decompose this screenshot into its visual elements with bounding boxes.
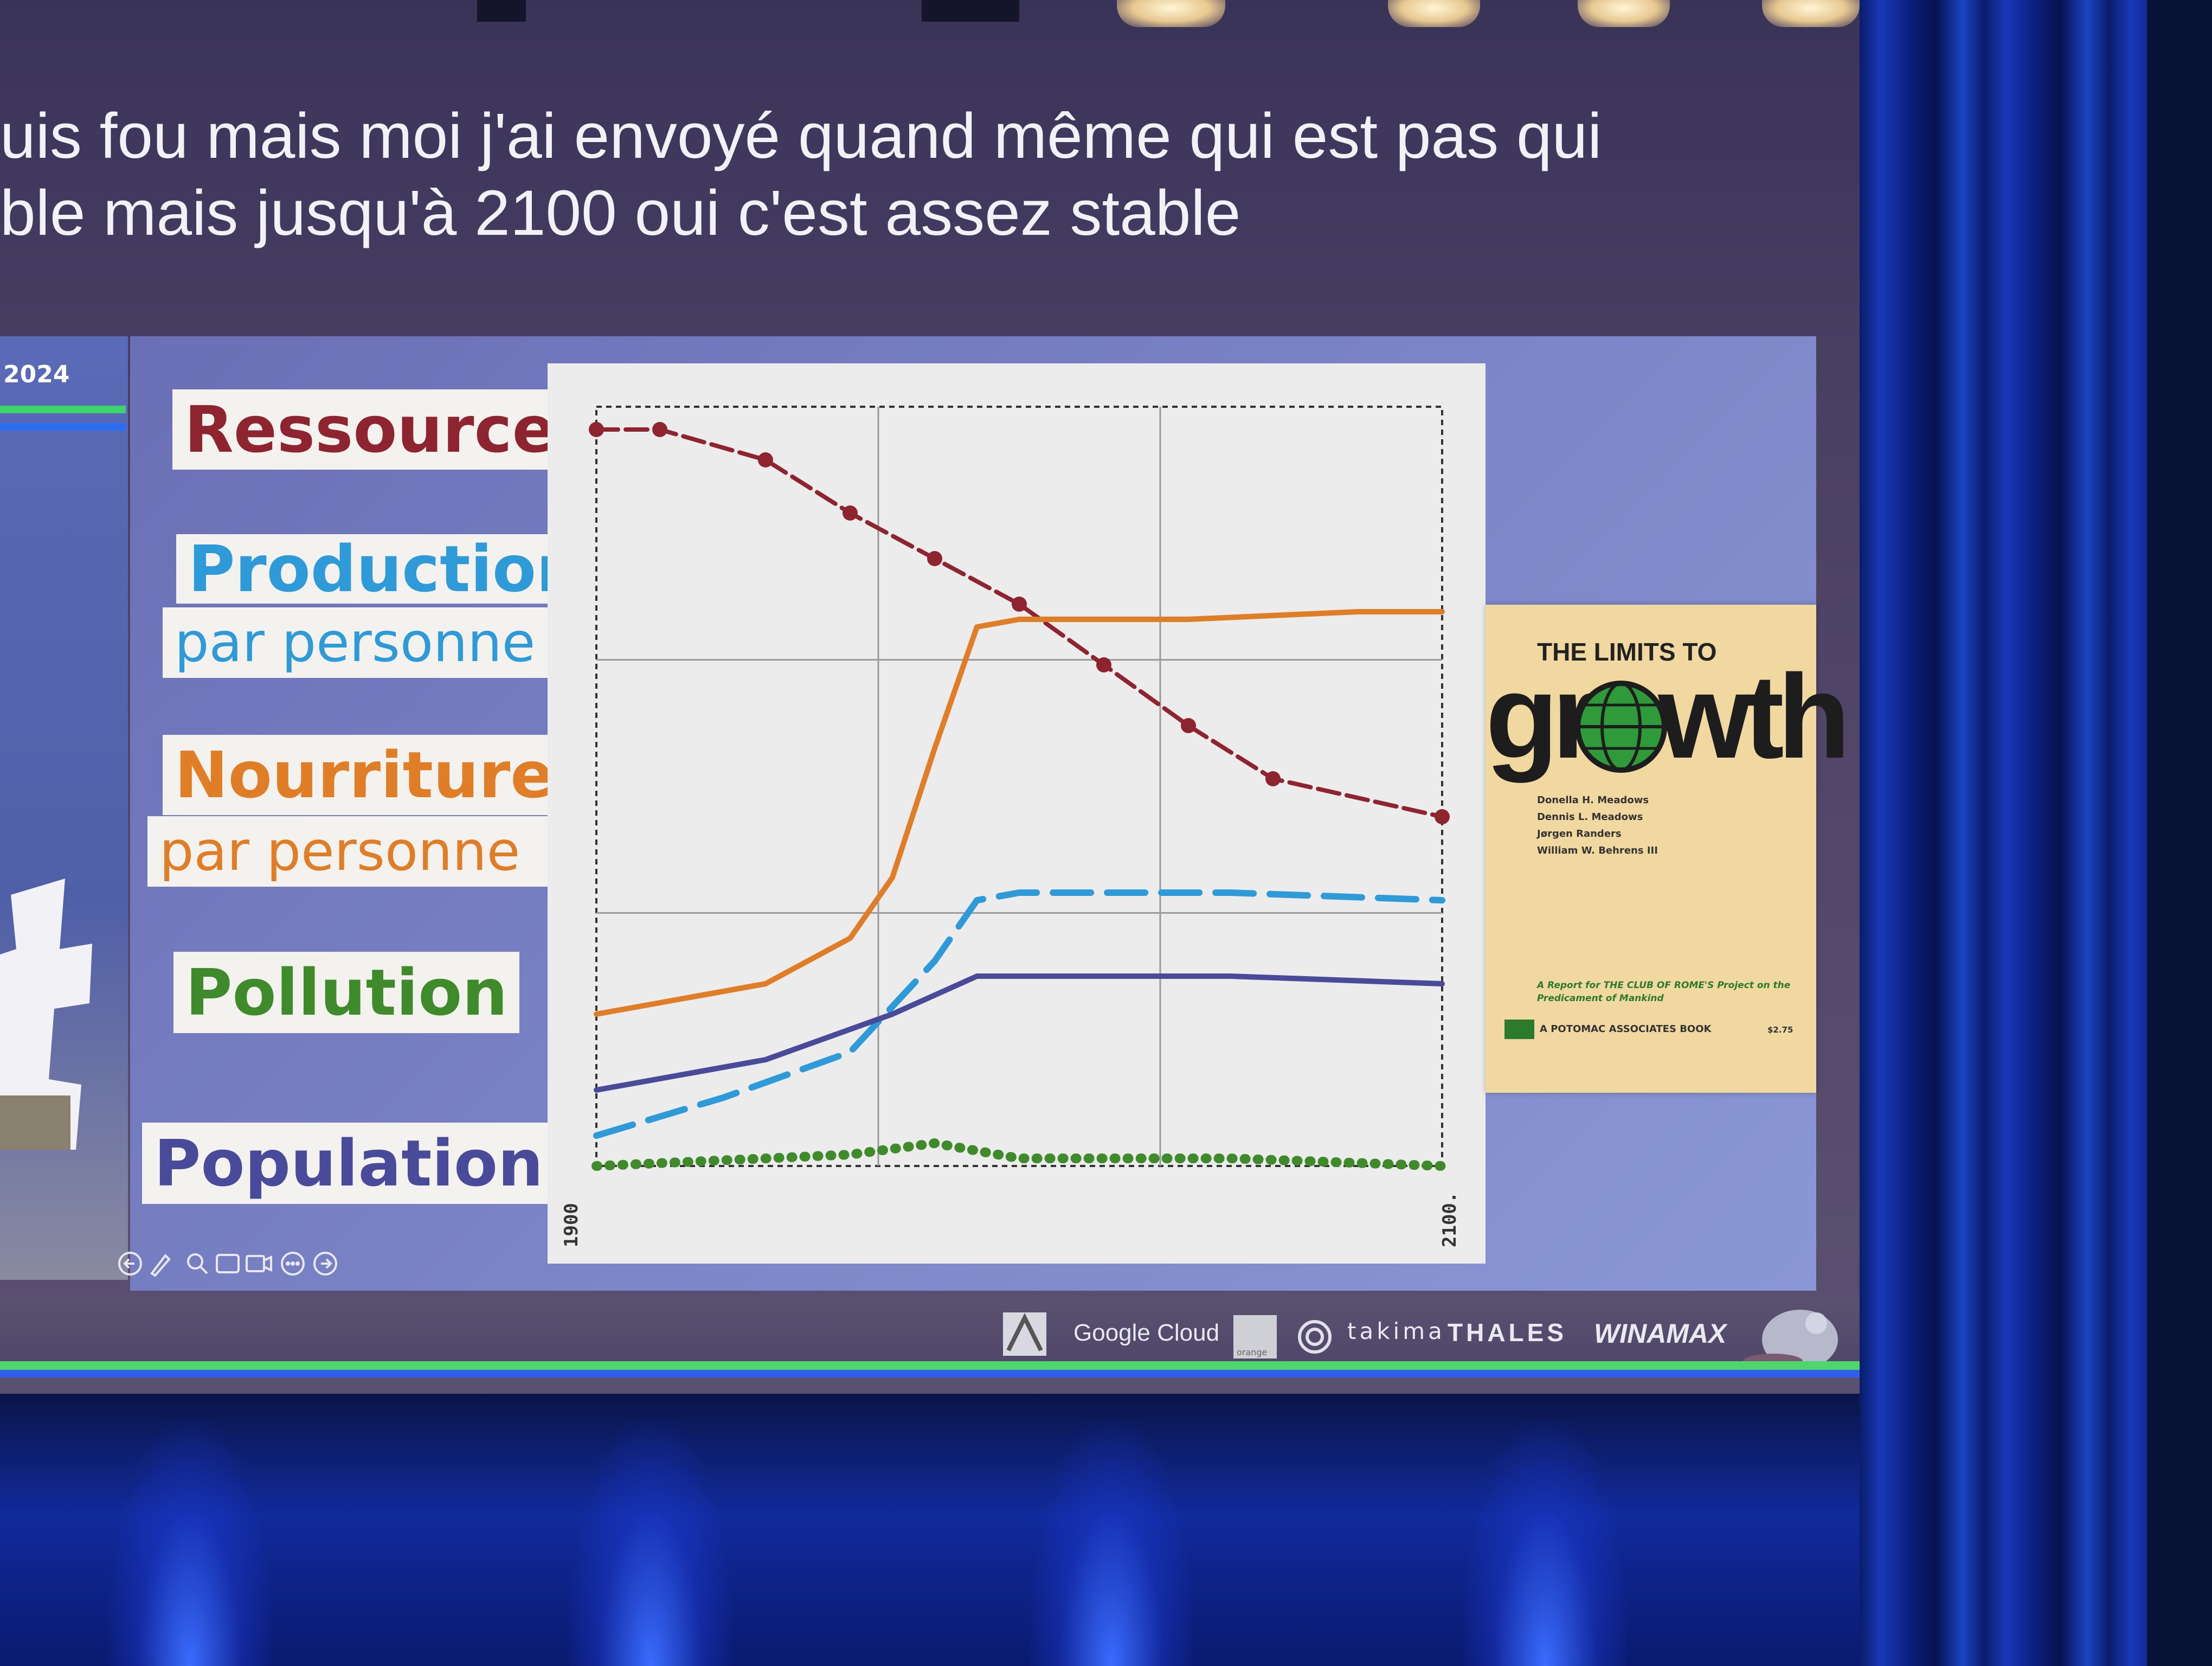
caption-line: ble mais jusqu'à 2100 oui c'est assez st… <box>0 177 1241 249</box>
chart-grid <box>595 406 1443 1167</box>
orange-logo: orange <box>1233 1315 1277 1359</box>
book-author: Jørgen Randers <box>1537 828 1622 840</box>
globe-icon <box>1575 681 1667 773</box>
x-tick-label: 2100. <box>1439 1192 1461 1247</box>
next-slide-icon[interactable] <box>313 1252 337 1276</box>
book-publisher: A POTOMAC ASSOCIATES BOOK <box>1540 1023 1712 1035</box>
book-cover: THE LIMITS TO growth Donella H. Meadows … <box>1486 605 1850 1093</box>
series-ressources <box>594 427 1444 819</box>
stage-glow <box>1464 1421 1626 1666</box>
chart-series <box>589 422 1450 1171</box>
series-population <box>594 973 1445 1093</box>
stage-glow <box>108 1421 271 1666</box>
stage-light <box>1388 0 1480 27</box>
book-title-top: THE LIMITS TO <box>1537 638 1717 666</box>
data-point <box>843 505 858 521</box>
axa-logo-icon <box>1003 1312 1046 1356</box>
stage-glow <box>569 1421 732 1666</box>
data-point <box>1181 718 1196 733</box>
large-letter-graphic <box>0 879 92 1150</box>
stage-light <box>1762 0 1860 27</box>
data-point <box>1265 771 1281 786</box>
sponsor-thales: THALES <box>1448 1318 1567 1347</box>
chart: 1900 2100. <box>561 406 1461 1247</box>
stage-glow <box>1030 1421 1193 1666</box>
book-authors: Donella H. Meadows Dennis L. Meadows Jør… <box>1537 792 1658 859</box>
chart-paper: 1900 2100. <box>548 363 1486 1264</box>
stage-shadow <box>2147 0 2212 1666</box>
series-nourriture <box>594 609 1445 1017</box>
data-point <box>1096 657 1111 672</box>
ceiling-fixture <box>477 0 526 22</box>
book-author: Dennis L. Meadows <box>1537 811 1643 823</box>
live-caption: uis fou mais moi j'ai envoyé quand même … <box>0 98 1789 252</box>
book-author: Donella H. Meadows <box>1537 794 1649 806</box>
slideshow-controls <box>118 1252 337 1277</box>
pen-icon[interactable] <box>150 1253 171 1277</box>
book-title-main: growth <box>1486 648 1850 785</box>
label-production-sub: par personne <box>163 607 558 678</box>
series-production <box>593 889 1445 1139</box>
data-point <box>1435 809 1450 824</box>
data-point <box>1012 597 1027 612</box>
book-subtitle: A Report for THE CLUB OF ROME'S Project … <box>1537 980 1791 1004</box>
data-point <box>758 452 773 467</box>
year-badge: 2024 <box>3 361 70 388</box>
accent-bar <box>0 406 126 413</box>
takima-spiral-icon <box>1298 1320 1332 1354</box>
book-price: $2.75 <box>1767 1025 1793 1035</box>
ceiling-fixture <box>922 0 1019 22</box>
label-production: Production <box>176 534 594 604</box>
label-pollution: Pollution <box>173 952 520 1033</box>
label-ressources: Ressources <box>172 389 606 470</box>
stage-light <box>1578 0 1670 27</box>
data-point <box>927 551 942 566</box>
data-point <box>652 422 667 437</box>
sponsor-takima: takima <box>1347 1318 1445 1344</box>
accent-bar <box>0 423 126 431</box>
stage-light <box>1117 0 1225 27</box>
subtitles-icon[interactable] <box>216 1254 240 1273</box>
label-population: Population <box>142 1123 556 1204</box>
sponsor-orange: orange <box>1237 1347 1268 1357</box>
sponsor-winamax: WINAMAX <box>1594 1318 1727 1349</box>
label-nourriture: Nourriture <box>163 735 566 815</box>
plot-frame <box>595 406 1443 1167</box>
data-point <box>589 422 604 437</box>
more-options-icon[interactable] <box>281 1252 305 1276</box>
zoom-icon[interactable] <box>187 1253 208 1274</box>
accent-line <box>0 1370 1908 1377</box>
accent-line <box>0 1361 1881 1370</box>
series-pollution <box>591 1138 1447 1171</box>
publisher-logo <box>1504 1020 1534 1039</box>
previous-slide-icon[interactable] <box>118 1252 142 1276</box>
label-nourriture-sub: par personne <box>147 816 549 887</box>
sponsor-google-cloud: Google Cloud <box>1073 1319 1220 1346</box>
x-tick-label: 1900 <box>561 1203 582 1247</box>
book-author: William W. Behrens III <box>1537 845 1658 856</box>
caption-line: uis fou mais moi j'ai envoyé quand même … <box>0 100 1602 172</box>
camera-icon[interactable] <box>246 1255 272 1272</box>
